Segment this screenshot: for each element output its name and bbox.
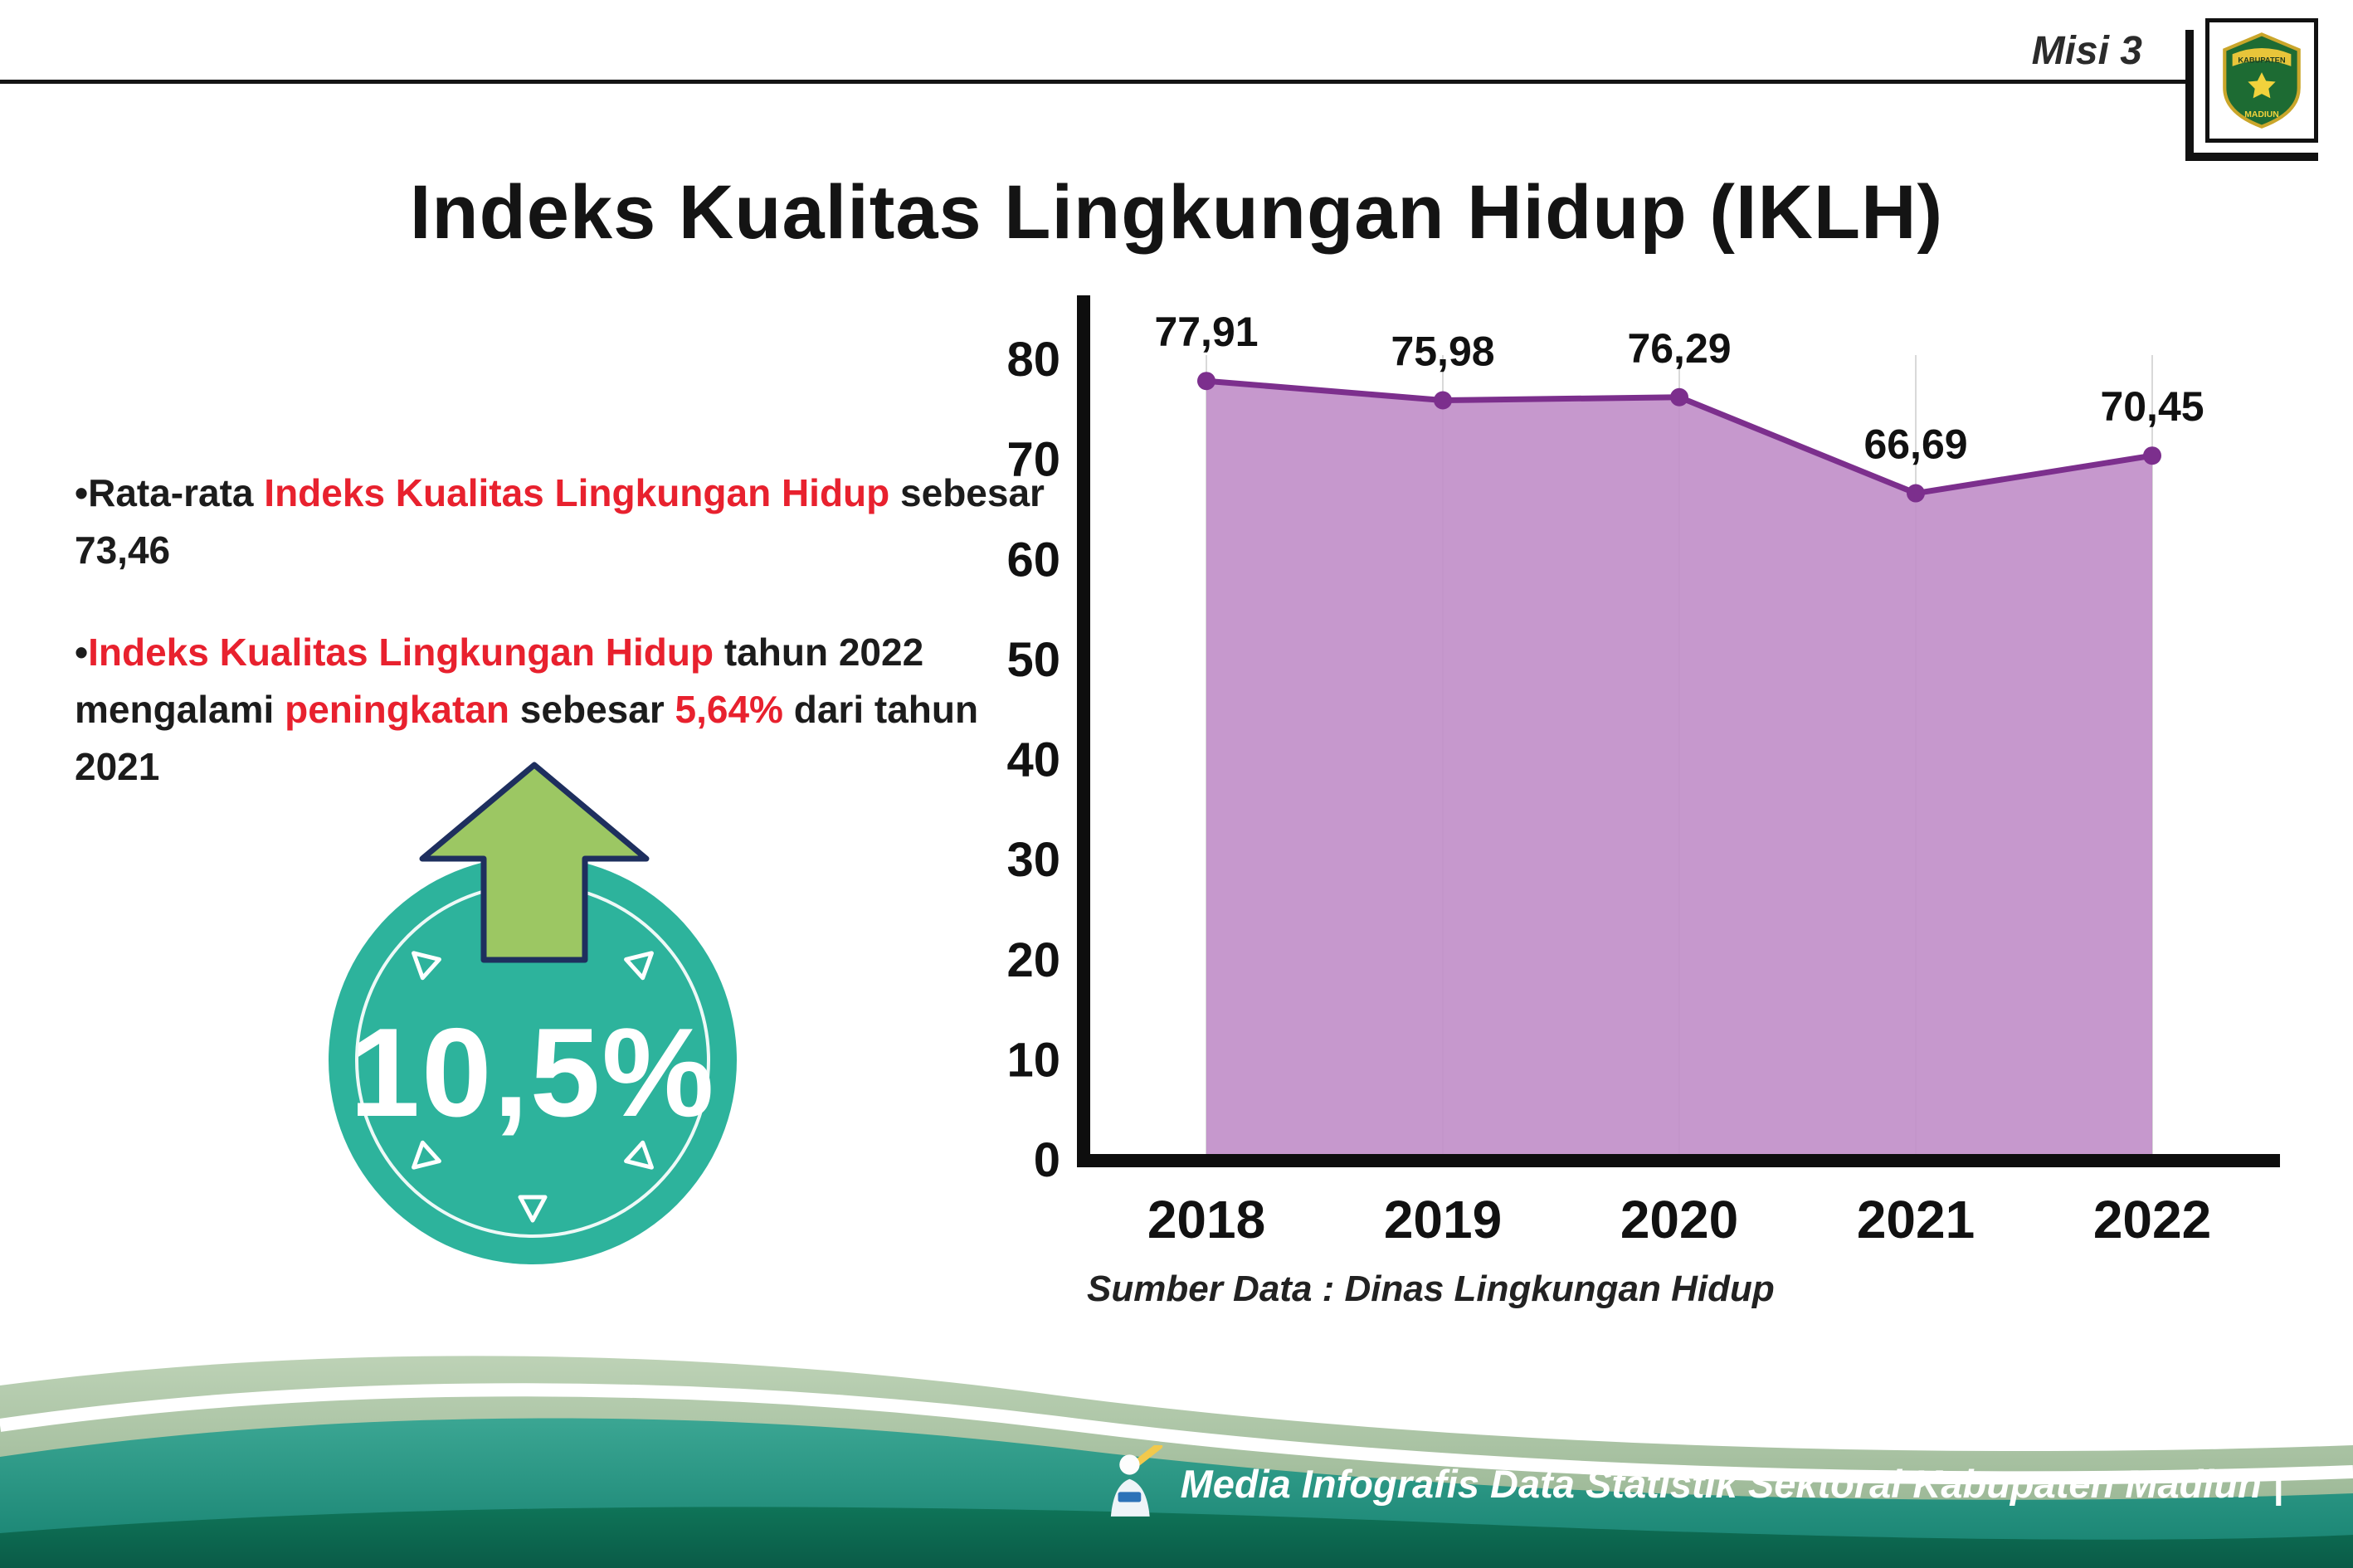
value-label: 77,91: [1154, 309, 1258, 355]
bullet-average-iklh: •Rata-rata Indeks Kualitas Lingkungan Hi…: [75, 465, 1054, 579]
y-tick-label: 80: [1006, 333, 1060, 387]
x-category-label: 2018: [1147, 1190, 1265, 1249]
x-category-label: 2022: [2093, 1190, 2211, 1249]
text-segment-red: 5,64%: [675, 688, 783, 731]
y-tick-label: 10: [1006, 1033, 1060, 1087]
page-title: Indeks Kualitas Lingkungan Hidup (IKLH): [409, 169, 1944, 255]
y-axis: [1077, 295, 1090, 1167]
kabupaten-madiun-logo: KABUPATEN MADIUN: [2185, 18, 2318, 161]
data-point: [1434, 391, 1452, 410]
y-tick-label: 30: [1006, 833, 1060, 887]
text-segment: •Rata-rata: [75, 471, 265, 514]
y-tick-label: 40: [1006, 733, 1060, 787]
value-label: 76,29: [1627, 325, 1731, 372]
text-segment-red: Indeks Kualitas Lingkungan Hidup: [88, 631, 714, 674]
text-segment: tahun 2022 mengalami: [75, 631, 924, 731]
key-points: •Rata-rata Indeks Kualitas Lingkungan Hi…: [75, 465, 1054, 840]
text-segment: sebesar: [509, 688, 675, 731]
misi-label: Misi 3: [2031, 29, 2142, 73]
y-tick-label: 20: [1006, 933, 1060, 987]
up-arrow-icon: [419, 762, 650, 963]
iklh-chart: 77,91 75,98 76,29 66,69 70,45 0 10 20 30 40 50 60 70…: [913, 282, 2323, 1327]
value-label: 66,69: [1863, 421, 1967, 468]
x-category-label: 2021: [1857, 1190, 1975, 1249]
text-segment: sebesar 73,46: [75, 471, 1045, 572]
source-note: Sumber Data : Dinas Lingkungan Hidup: [1087, 1269, 1775, 1309]
logo-card: KABUPATEN MADIUN: [2205, 18, 2318, 143]
data-point: [1907, 484, 1925, 503]
bullet-increase-2022: •Indeks Kualitas Lingkungan Hidup tahun …: [75, 624, 1054, 796]
x-category-label: 2020: [1620, 1190, 1738, 1249]
y-tick-label: 50: [1006, 633, 1060, 687]
footer-credit: Media Infografis Data Statistik Sektoral…: [1099, 1445, 2283, 1522]
badge-ring: [355, 883, 710, 1238]
logo-text-bottom: MADIUN: [2244, 110, 2279, 119]
y-tick-label: 70: [1006, 433, 1060, 487]
bullet-dot: •: [75, 631, 89, 674]
data-point: [1197, 372, 1215, 391]
data-point: [2143, 446, 2161, 465]
x-axis: [1077, 1154, 2280, 1167]
data-point: [1670, 387, 1688, 407]
increase-percentage: 10,5%: [349, 1001, 716, 1143]
area-shape: [1206, 381, 2152, 1161]
y-tick-label: 0: [1034, 1133, 1060, 1187]
footer-waves: [0, 1356, 2353, 1568]
footer-credit-text: Media Infografis Data Statistik Sektoral…: [1180, 1461, 2283, 1506]
header-divider: [0, 80, 2192, 84]
x-category-label: 2019: [1384, 1190, 1502, 1249]
text-segment: dari tahun 2021: [75, 688, 979, 788]
logo-text-top: KABUPATEN: [2238, 56, 2286, 65]
text-segment-red: Indeks Kualitas Lingkungan Hidup: [264, 471, 890, 514]
y-tick-label: 60: [1006, 533, 1060, 587]
crest-icon: KABUPATEN MADIUN: [2223, 32, 2301, 129]
iklh-area-chart: 77,91 75,98 76,29 66,69 70,45 0 10 20 30 40 50 60 70…: [1006, 295, 2280, 1309]
mascot-icon: [1110, 1445, 1162, 1517]
value-label: 75,98: [1391, 328, 1494, 374]
text-segment-red: peningkatan: [285, 688, 510, 731]
value-label: 70,45: [2100, 383, 2204, 430]
